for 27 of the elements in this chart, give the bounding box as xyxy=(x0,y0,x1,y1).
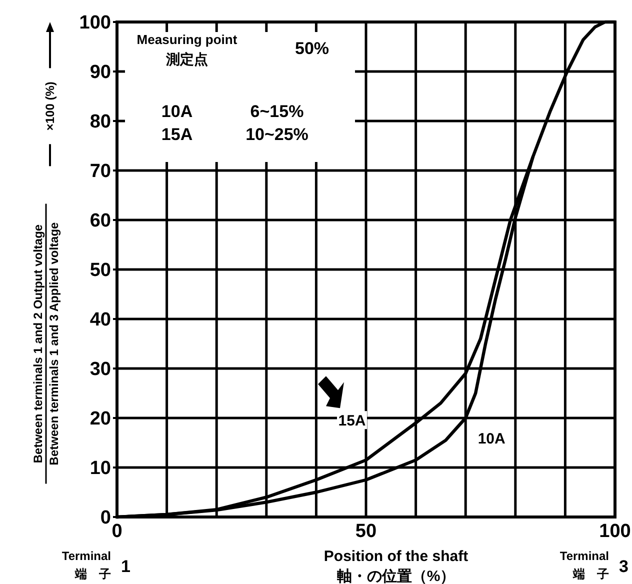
y-tick-label: 40 xyxy=(90,310,111,331)
y-tick-label: 0 xyxy=(100,508,111,529)
y-tick-label: 80 xyxy=(90,112,111,133)
y-tick-label: 60 xyxy=(90,210,111,232)
text: Between terminals 1 and 2 Output voltage Between terminals 1 and 3 Applied voltage ×100 (%) xyxy=(31,82,61,466)
y-tick-label: 30 xyxy=(90,359,111,380)
annotation: 10~25% xyxy=(246,125,308,144)
y-tick-label: 90 xyxy=(90,62,111,84)
annotation: 6~15% xyxy=(250,102,304,121)
x-tick-label: 100 xyxy=(599,521,631,542)
x-axis-title: Position of the shaft 軸・の位置（%） xyxy=(324,548,468,584)
series-label: 10A xyxy=(478,430,506,448)
text: 3 xyxy=(619,557,628,576)
x-tick-label: 50 xyxy=(355,521,377,542)
text: Terminal 端 子 xyxy=(62,549,111,581)
y-tick-label: 70 xyxy=(90,161,111,182)
text: Terminal 端 子 xyxy=(560,549,609,581)
y-tick-label: 50 xyxy=(90,260,111,282)
annotation: 10A xyxy=(161,102,193,121)
y-tick-label: 10 xyxy=(90,458,111,480)
annotation: 15A xyxy=(161,125,193,144)
y-tick-label: 20 xyxy=(90,408,111,430)
text: 1 xyxy=(121,557,130,576)
y-tick-label: 100 xyxy=(79,12,111,34)
annotation: Measuring point 測定点 xyxy=(136,32,238,67)
legend-label: 15A xyxy=(338,412,366,430)
annotation: 50% xyxy=(294,39,330,58)
